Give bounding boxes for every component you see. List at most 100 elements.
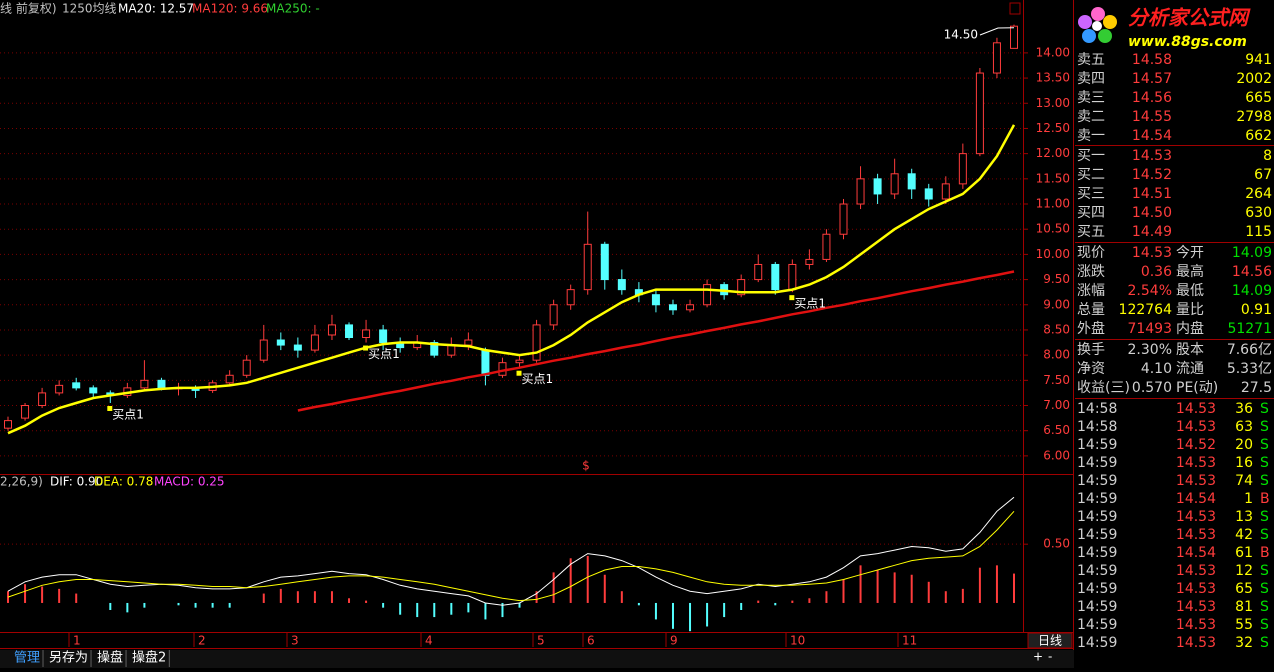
trade-time: 14:59 [1077, 599, 1117, 615]
period-tab[interactable] [1027, 632, 1073, 649]
y-tick-label: 11.00 [1036, 197, 1070, 211]
book-price: 14.50 [1132, 205, 1172, 221]
y-tick-label: 0.50 [1043, 537, 1070, 551]
y-tick-label: 8.00 [1043, 348, 1070, 362]
stat-value: 14.09 [1232, 245, 1272, 261]
y-tick-label: 13.50 [1036, 71, 1070, 85]
zoom-button[interactable]: + [1033, 650, 1043, 664]
candle-body [327, 324, 336, 336]
trade-volume: 65 [1235, 581, 1253, 597]
candle-body [447, 344, 456, 356]
stat-value: 14.09 [1232, 283, 1272, 299]
stat-value: 122764 [1119, 302, 1173, 318]
candle-body [958, 153, 967, 185]
candle-body [907, 173, 916, 190]
candle-body [771, 263, 780, 291]
book-label: 卖四 [1077, 71, 1105, 87]
trade-volume: 74 [1235, 473, 1253, 489]
stat-label: 今开 [1176, 245, 1204, 261]
annotation: 买点1 [368, 347, 400, 361]
trade-volume: 63 [1235, 419, 1253, 435]
trade-side: S [1260, 509, 1269, 525]
logo-petal [1091, 7, 1105, 21]
candle-body [600, 243, 609, 281]
toolbar-tab[interactable]: 操盘 [97, 650, 123, 666]
trade-time: 14:58 [1077, 419, 1117, 435]
stat-label: 涨跌 [1077, 264, 1105, 280]
annotation-dot [789, 295, 795, 301]
x-tick-label: 3 [291, 634, 299, 648]
candle-body [737, 279, 746, 296]
candle-body [1010, 25, 1018, 49]
trade-time: 14:59 [1077, 491, 1117, 507]
trade-price: 14.53 [1176, 401, 1216, 417]
trade-volume: 16 [1235, 455, 1253, 471]
book-price: 14.55 [1132, 109, 1172, 125]
toolbar-tab[interactable]: 管理 [14, 651, 40, 666]
window-button[interactable] [1009, 2, 1021, 15]
toolbar-tab[interactable]: 操盘2 [132, 650, 166, 666]
trade-time: 14:58 [1077, 401, 1117, 417]
trade-side: S [1260, 419, 1269, 435]
book-volume: 630 [1245, 205, 1272, 221]
candle-body [890, 173, 899, 195]
stat-label: 股本 [1176, 342, 1204, 358]
trade-time: 14:59 [1077, 509, 1117, 525]
x-tick-label: 1 [73, 634, 81, 648]
book-label: 买五 [1077, 224, 1105, 240]
trade-volume: 81 [1235, 599, 1253, 615]
zoom-button[interactable]: - [1048, 650, 1052, 664]
stat-label: 外盘 [1077, 320, 1105, 337]
candle-body [617, 279, 626, 291]
y-tick-label: 10.00 [1036, 247, 1070, 261]
candle-body [345, 324, 354, 339]
trade-volume: 36 [1235, 401, 1253, 417]
ma-label: 1250均线 [62, 2, 117, 16]
candle-body [4, 420, 12, 429]
period-tab-label[interactable]: 日线 [1038, 634, 1062, 648]
macd-label: MACD: 0.25 [154, 475, 225, 489]
line [297, 270, 1015, 412]
trade-side: S [1260, 635, 1269, 651]
book-label: 卖一 [1077, 128, 1105, 144]
candle-body [481, 349, 490, 376]
candle-body [532, 324, 541, 361]
trade-side: S [1260, 473, 1269, 489]
book-label: 卖二 [1077, 109, 1105, 125]
book-label: 卖五 [1077, 52, 1105, 68]
candle-body [873, 178, 882, 195]
toolbar-tab[interactable]: 另存为 [49, 651, 88, 666]
book-price: 14.56 [1132, 90, 1172, 106]
trade-volume: 32 [1235, 635, 1253, 651]
candle-body [703, 284, 712, 306]
candle-body [668, 304, 677, 311]
candle-body [566, 289, 575, 306]
trade-volume: 1 [1244, 491, 1253, 507]
y-tick-label: 12.50 [1036, 121, 1070, 135]
trade-time: 14:59 [1077, 473, 1117, 489]
annotation-dot [516, 370, 522, 376]
book-volume: 8 [1263, 148, 1272, 164]
candle-body [498, 362, 507, 376]
line [7, 510, 1015, 602]
trade-side: S [1260, 455, 1269, 471]
candle-body [549, 304, 558, 326]
candle-body [21, 405, 30, 419]
book-volume: 115 [1245, 224, 1272, 240]
trade-side: S [1260, 617, 1269, 633]
candle-body [89, 387, 98, 394]
y-tick-label: 7.00 [1043, 398, 1070, 412]
trade-price: 14.53 [1176, 509, 1216, 525]
trade-price: 14.54 [1176, 491, 1216, 507]
trade-side: S [1260, 563, 1269, 579]
high-marker-arrow [979, 27, 1015, 36]
candle-body [924, 188, 933, 200]
trade-volume: 42 [1235, 527, 1253, 543]
book-price: 14.57 [1132, 71, 1172, 87]
logo-petal [1103, 15, 1117, 29]
logo-center [1092, 21, 1102, 31]
y-tick-label: 10.50 [1036, 222, 1070, 236]
candle-body [856, 178, 865, 205]
logo-petal [1078, 15, 1092, 29]
